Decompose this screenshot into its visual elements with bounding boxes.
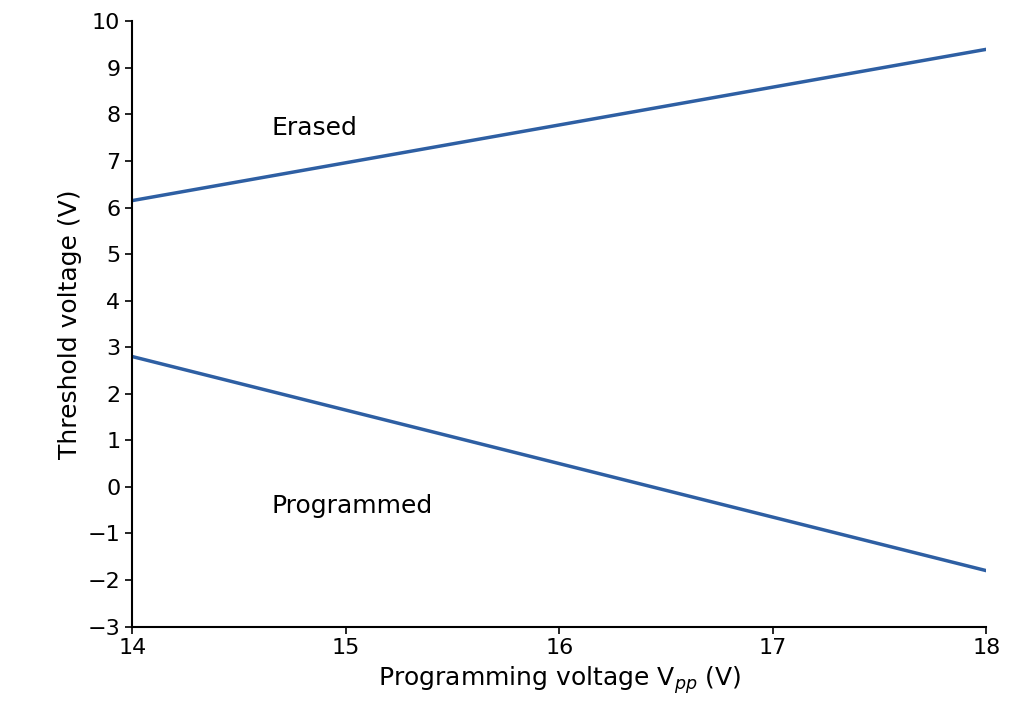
Y-axis label: Threshold voltage (V): Threshold voltage (V)	[58, 189, 82, 459]
Text: Programmed: Programmed	[271, 493, 432, 518]
X-axis label: Programming voltage V$_{pp}$ (V): Programming voltage V$_{pp}$ (V)	[377, 664, 741, 696]
Text: Erased: Erased	[271, 117, 357, 140]
